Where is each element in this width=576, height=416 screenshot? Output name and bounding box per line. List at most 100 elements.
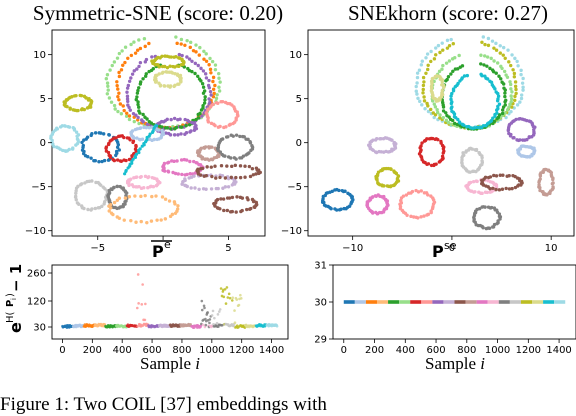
snekhorn-point bbox=[440, 67, 444, 71]
sym-sne-point bbox=[137, 109, 141, 113]
snekhorn-point bbox=[509, 100, 513, 104]
snekhorn-point bbox=[473, 148, 477, 152]
ylabel-base: e bbox=[6, 322, 25, 333]
snekhorn-point bbox=[501, 53, 505, 57]
sym-sne-point bbox=[169, 117, 173, 122]
sym-sne-point bbox=[135, 95, 139, 99]
chart-title-symmetric-sne: Symmetric-SNE (score: 0.20) bbox=[33, 1, 283, 25]
snekhorn-point bbox=[497, 188, 502, 192]
snekhorn-point bbox=[518, 100, 522, 104]
perplexity-point bbox=[233, 321, 237, 325]
snekhorn-point bbox=[477, 150, 481, 155]
sym-sne-point bbox=[154, 124, 158, 128]
sym-sne-point bbox=[89, 133, 93, 138]
sym-sne-point bbox=[207, 86, 212, 90]
snekhorn-point bbox=[465, 73, 470, 78]
sym-sne-point bbox=[211, 75, 216, 80]
snekhorn-point bbox=[419, 189, 423, 193]
snekhorn-point bbox=[485, 55, 490, 59]
sym-sne-point bbox=[173, 171, 178, 176]
sym-sne-point bbox=[238, 164, 243, 168]
x-tick-label: 1400 bbox=[259, 345, 284, 356]
snekhorn-point bbox=[321, 194, 326, 199]
xlabel-sample-var: i bbox=[195, 354, 200, 373]
snekhorn-point bbox=[511, 173, 515, 178]
perplexity-point bbox=[228, 296, 232, 300]
snekhorn-point bbox=[412, 215, 416, 219]
sym-sne-point bbox=[187, 57, 192, 61]
snekhorn-point bbox=[453, 56, 457, 60]
sym-sne-point bbox=[125, 94, 130, 98]
sym-sne-point bbox=[134, 220, 138, 224]
sym-sne-point bbox=[219, 100, 223, 104]
snekhorn-point bbox=[440, 143, 445, 148]
sym-sne-point bbox=[212, 91, 216, 96]
snekhorn-point bbox=[519, 93, 524, 97]
sym-sne-point bbox=[118, 184, 122, 189]
sym-sne-point bbox=[162, 169, 167, 173]
perplexity-scatter-left bbox=[61, 273, 279, 329]
sym-sne-point bbox=[185, 184, 189, 189]
y-tick-label: 10 bbox=[33, 50, 46, 61]
snekhorn-point bbox=[550, 182, 555, 186]
sym-sne-point bbox=[117, 70, 121, 75]
axis-ticks-perplexity-right: 0 200 400 600 800 1000 1200 1400 29 30 31 bbox=[314, 261, 572, 357]
snekhorn-point bbox=[465, 124, 469, 129]
snekhorn-point bbox=[496, 91, 500, 96]
sym-sne-point bbox=[151, 129, 155, 133]
x-tick-label: 200 bbox=[83, 345, 102, 356]
snekhorn-point bbox=[420, 59, 424, 63]
sym-sne-point bbox=[168, 64, 172, 68]
sym-sne-point bbox=[144, 57, 149, 62]
perplexity-point bbox=[140, 303, 144, 306]
snekhorn-point bbox=[421, 83, 426, 88]
snekhorn-point bbox=[417, 68, 422, 72]
perplexity-point bbox=[225, 286, 229, 289]
sym-sne-point bbox=[89, 156, 93, 160]
sym-sne-point bbox=[145, 138, 149, 142]
sym-sne-point bbox=[173, 83, 177, 88]
sym-sne-point bbox=[178, 125, 183, 129]
snekhorn-point bbox=[445, 77, 449, 82]
sym-sne-point bbox=[116, 134, 121, 139]
snekhorn-point bbox=[415, 81, 419, 85]
snekhorn-point bbox=[509, 109, 513, 114]
snekhorn-point bbox=[498, 173, 502, 177]
snekhorn-point bbox=[486, 205, 491, 209]
snekhorn-point bbox=[450, 91, 454, 96]
snekhorn-point bbox=[498, 217, 502, 221]
snekhorn-point bbox=[502, 69, 507, 74]
snekhorn-point bbox=[519, 96, 524, 101]
snekhorn-point bbox=[440, 88, 445, 93]
perplexity-point bbox=[233, 309, 236, 312]
sym-sne-point bbox=[209, 93, 213, 97]
snekhorn-point bbox=[475, 125, 480, 130]
snekhorn-point bbox=[485, 64, 489, 68]
axis-ticks-snekhorn: −10 0 10 −10 −5 0 5 10 bbox=[281, 50, 558, 254]
sym-sne-point bbox=[218, 80, 222, 84]
sym-sne-point bbox=[108, 206, 113, 210]
sym-sne-point bbox=[208, 105, 213, 109]
sym-sne-point bbox=[156, 181, 161, 185]
sym-sne-point bbox=[240, 134, 245, 139]
sym-sne-point bbox=[203, 98, 207, 102]
sym-sne-point bbox=[147, 41, 151, 46]
sym-sne-point bbox=[76, 138, 80, 142]
sym-sne-point bbox=[127, 79, 132, 83]
sym-sne-point bbox=[170, 212, 175, 217]
sym-sne-point bbox=[206, 145, 211, 149]
snekhorn-point bbox=[511, 68, 515, 72]
sym-sne-point bbox=[214, 176, 218, 180]
sym-sne-point bbox=[194, 126, 199, 131]
x-tick-label: 0 bbox=[59, 345, 65, 356]
chart-title-snekhorn: SNEkhorn (score: 0.27) bbox=[348, 1, 548, 25]
sym-sne-point bbox=[225, 164, 229, 168]
sym-sne-point bbox=[124, 158, 128, 163]
sym-sne-point bbox=[138, 175, 143, 180]
ylabel-sup-p: P bbox=[5, 300, 16, 307]
sym-sne-point bbox=[133, 127, 138, 132]
snekhorn-point bbox=[487, 226, 492, 230]
sym-sne-point bbox=[117, 74, 122, 79]
snekhorn-point bbox=[525, 155, 530, 159]
snekhorn-point bbox=[407, 191, 411, 195]
